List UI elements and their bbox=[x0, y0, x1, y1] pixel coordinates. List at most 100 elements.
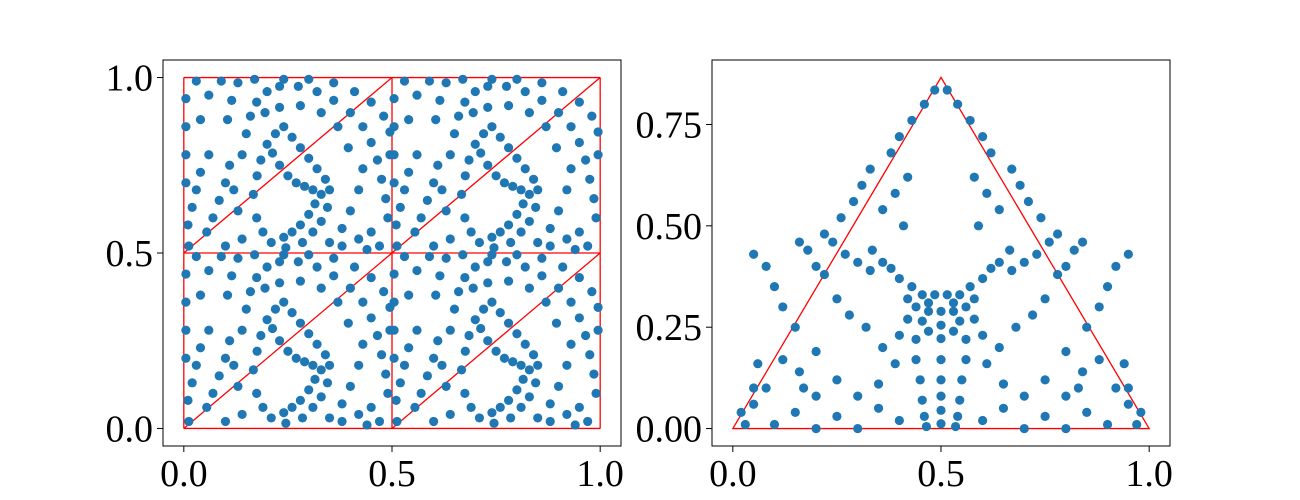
data-point bbox=[1032, 249, 1042, 259]
x-tick-label: 0.0 bbox=[160, 453, 208, 495]
data-point bbox=[322, 378, 333, 388]
data-point bbox=[832, 294, 842, 304]
data-point bbox=[953, 411, 963, 422]
data-point bbox=[433, 336, 443, 346]
y-tick-label: 0.25 bbox=[636, 307, 703, 349]
data-point bbox=[562, 234, 572, 244]
data-point bbox=[495, 308, 505, 318]
data-point bbox=[1094, 355, 1104, 365]
data-point bbox=[308, 227, 318, 237]
data-point bbox=[508, 357, 518, 367]
data-point bbox=[337, 223, 347, 234]
mesh-edge-6 bbox=[183, 252, 393, 429]
data-point bbox=[316, 108, 326, 118]
data-point bbox=[574, 137, 584, 148]
data-point bbox=[376, 350, 387, 360]
data-point bbox=[345, 108, 355, 118]
data-point bbox=[181, 178, 191, 188]
data-point bbox=[551, 318, 562, 328]
data-point bbox=[487, 250, 497, 260]
data-point bbox=[229, 360, 239, 370]
data-point bbox=[487, 74, 497, 84]
data-point bbox=[279, 122, 289, 132]
data-point bbox=[503, 276, 514, 286]
data-point bbox=[460, 346, 470, 356]
data-point bbox=[961, 355, 971, 365]
data-point bbox=[593, 127, 603, 137]
data-point bbox=[811, 423, 821, 434]
data-point bbox=[256, 155, 266, 165]
data-point bbox=[955, 290, 965, 300]
data-point bbox=[308, 402, 318, 412]
data-point bbox=[803, 245, 813, 255]
data-point bbox=[516, 360, 526, 370]
data-point bbox=[553, 381, 564, 391]
data-point bbox=[541, 297, 551, 307]
data-point bbox=[392, 241, 402, 251]
data-point bbox=[293, 81, 303, 91]
data-point bbox=[828, 237, 838, 247]
data-point bbox=[181, 353, 191, 363]
data-point bbox=[395, 202, 405, 212]
data-point bbox=[761, 261, 771, 271]
data-point bbox=[422, 195, 432, 205]
data-point bbox=[1019, 423, 1029, 434]
data-point bbox=[322, 202, 333, 212]
data-point bbox=[591, 388, 601, 398]
data-point bbox=[250, 250, 260, 260]
data-point bbox=[316, 392, 326, 402]
y-tick-label: 1.0 bbox=[106, 58, 154, 100]
data-point bbox=[424, 76, 435, 86]
data-point bbox=[518, 374, 528, 384]
data-point bbox=[873, 403, 884, 413]
data-point bbox=[225, 160, 235, 170]
data-point bbox=[470, 315, 480, 325]
data-point bbox=[293, 257, 303, 267]
mesh-edge-7 bbox=[391, 252, 601, 429]
data-point bbox=[297, 413, 308, 423]
data-point bbox=[978, 330, 988, 340]
data-point bbox=[965, 282, 975, 292]
data-point bbox=[566, 297, 576, 307]
data-point bbox=[512, 250, 522, 260]
data-point bbox=[1061, 346, 1071, 357]
data-point bbox=[379, 111, 389, 121]
data-point bbox=[233, 253, 243, 263]
data-point bbox=[464, 330, 474, 341]
axes-frame bbox=[711, 59, 1171, 447]
data-point bbox=[533, 413, 543, 423]
data-point bbox=[957, 375, 967, 385]
y-tick-label: 0.75 bbox=[636, 104, 703, 146]
data-point bbox=[220, 178, 231, 188]
data-point bbox=[524, 365, 535, 375]
data-point bbox=[297, 237, 308, 248]
data-point bbox=[474, 237, 485, 248]
data-point bbox=[495, 402, 505, 412]
data-point bbox=[437, 360, 447, 370]
data-point bbox=[304, 153, 314, 163]
data-point bbox=[392, 416, 402, 427]
data-point bbox=[279, 297, 289, 307]
data-point bbox=[389, 353, 399, 363]
data-point bbox=[487, 232, 497, 242]
data-point bbox=[749, 383, 759, 393]
data-point bbox=[354, 360, 364, 370]
data-point bbox=[566, 339, 576, 349]
data-point bbox=[460, 171, 470, 181]
data-point bbox=[948, 306, 959, 316]
data-point bbox=[399, 360, 410, 370]
data-point bbox=[903, 172, 913, 182]
data-point bbox=[533, 185, 543, 195]
data-point bbox=[412, 90, 422, 100]
data-point bbox=[441, 206, 451, 216]
data-point bbox=[372, 330, 383, 341]
data-point bbox=[304, 385, 314, 395]
data-point bbox=[470, 262, 480, 272]
data-point bbox=[437, 185, 447, 195]
data-point bbox=[495, 227, 505, 237]
data-point bbox=[429, 416, 439, 427]
data-point bbox=[593, 150, 603, 160]
data-point bbox=[994, 205, 1004, 215]
data-point bbox=[304, 209, 314, 219]
data-point bbox=[454, 287, 464, 297]
